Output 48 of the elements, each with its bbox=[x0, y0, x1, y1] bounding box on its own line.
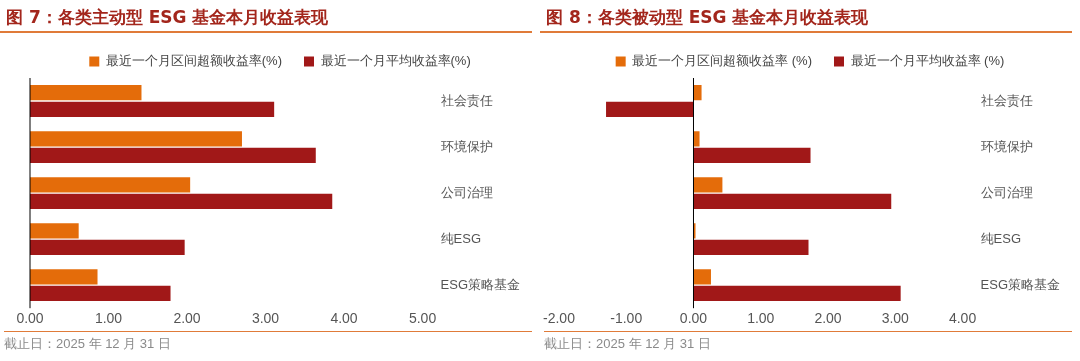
x-tick-label: 3.00 bbox=[251, 310, 280, 327]
x-tick-label: 3.00 bbox=[881, 310, 910, 327]
y-tick-label: 纯ESG bbox=[440, 230, 482, 246]
text: 截止日：2025 年 12 月 31 日 bbox=[544, 331, 1072, 353]
bar bbox=[30, 101, 275, 117]
bar bbox=[30, 177, 191, 193]
y-tick-label: 社会责任 bbox=[980, 92, 1033, 108]
x-tick-label: 4.00 bbox=[948, 310, 977, 327]
bar bbox=[693, 177, 723, 193]
y-tick-label: 社会责任 bbox=[440, 92, 493, 108]
x-tick-label: -2.00 bbox=[542, 310, 576, 327]
y-tick-label: 公司治理 bbox=[980, 184, 1033, 200]
x-tick-label: 5.00 bbox=[408, 310, 437, 327]
x-tick-label: 4.00 bbox=[330, 310, 358, 327]
bar bbox=[693, 193, 892, 210]
bar bbox=[693, 285, 901, 302]
bar bbox=[30, 285, 171, 302]
x-tick-label: 1.00 bbox=[747, 310, 775, 327]
text: 截止日：2025 年 12 月 31 日 bbox=[4, 331, 532, 353]
chart-title: 图 7：各类主动型 ESG 基金本月收益表现 bbox=[0, 0, 532, 33]
x-tick-label: 1.00 bbox=[94, 310, 123, 327]
x-tick-label: 0.00 bbox=[679, 310, 708, 327]
x-tick-label: 2.00 bbox=[814, 310, 842, 327]
legend-label: 最近一个月区间超额收益率(%) bbox=[105, 53, 282, 69]
y-tick-label: 环境保护 bbox=[440, 138, 493, 154]
bar bbox=[693, 269, 711, 285]
x-tick-label: 2.00 bbox=[173, 310, 201, 327]
x-tick-label: 0.00 bbox=[16, 310, 44, 327]
legend-label: 最近一个月平均收益率 (%) bbox=[850, 53, 1005, 69]
legend-label: 最近一个月平均收益率(%) bbox=[320, 53, 471, 69]
bar bbox=[30, 269, 98, 285]
y-tick-label: ESG策略基金 bbox=[440, 276, 521, 292]
y-tick-label: 公司治理 bbox=[440, 184, 493, 200]
y-tick-label: ESG策略基金 bbox=[980, 276, 1061, 292]
bar bbox=[606, 101, 694, 117]
bar bbox=[30, 131, 242, 147]
bar bbox=[693, 239, 809, 256]
bar bbox=[693, 147, 811, 163]
bar bbox=[30, 147, 316, 163]
y-tick-label: 纯ESG bbox=[980, 230, 1022, 246]
bar bbox=[30, 223, 79, 239]
bar bbox=[30, 193, 333, 210]
chart-title: 图 8：各类被动型 ESG 基金本月收益表现 bbox=[540, 0, 1072, 33]
bar bbox=[30, 85, 142, 101]
y-tick-label: 环境保护 bbox=[980, 138, 1033, 154]
bar bbox=[30, 239, 185, 256]
x-tick-label: -1.00 bbox=[610, 310, 643, 327]
legend-label: 最近一个月区间超额收益率 (%) bbox=[632, 53, 813, 69]
